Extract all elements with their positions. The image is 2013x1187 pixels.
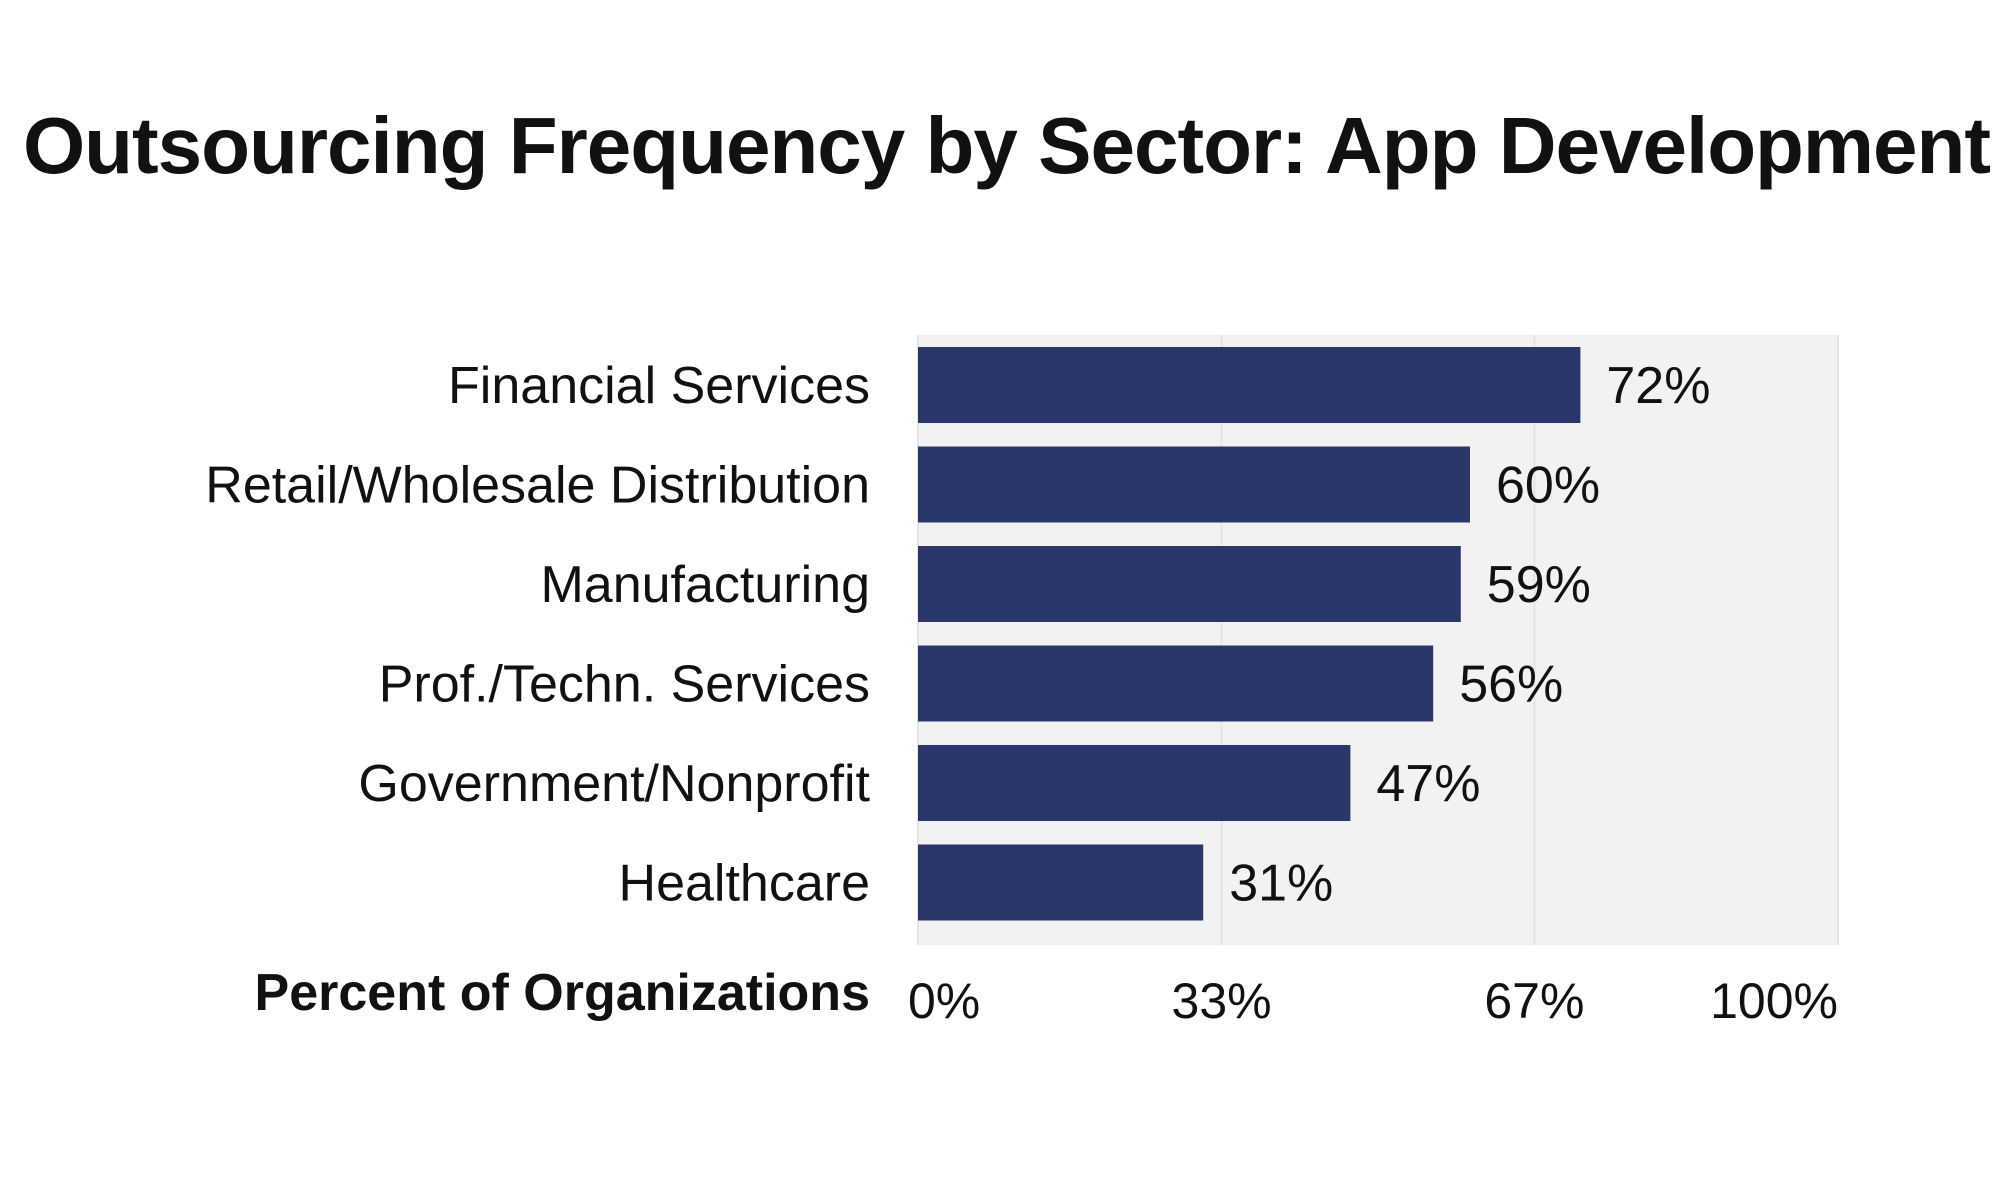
gridlines (917, 335, 1839, 945)
bar (918, 745, 1351, 821)
value-label: 47% (1376, 755, 1480, 813)
x-axis-title: Percent of Organizations (255, 964, 870, 1022)
plot-background (918, 335, 1838, 945)
x-tick-labels: 0% 33% 67% 100% (908, 973, 1838, 1029)
x-tick-label: 33% (1172, 973, 1272, 1029)
value-label: 31% (1229, 855, 1333, 913)
value-label: 72% (1606, 357, 1710, 415)
category-label: Retail/Wholesale Distribution (205, 457, 870, 515)
category-label: Prof./Techn. Services (379, 656, 870, 714)
category-label: Financial Services (448, 357, 870, 415)
bar (918, 347, 1581, 423)
category-labels: Financial Services Retail/Wholesale Distr… (205, 357, 870, 913)
category-label: Government/Nonprofit (358, 755, 870, 813)
value-label: 56% (1459, 656, 1563, 714)
x-tick-label: 0% (908, 973, 980, 1029)
bars (918, 347, 1581, 921)
value-label: 59% (1487, 556, 1591, 614)
category-label: Healthcare (619, 855, 870, 913)
bar (918, 645, 1434, 722)
category-label: Manufacturing (540, 556, 870, 614)
value-labels: 72%60% 59% 56% 47% 31% (1229, 357, 1710, 913)
bar (918, 446, 1470, 523)
bar (918, 546, 1461, 622)
x-tick-label: 67% (1484, 973, 1584, 1029)
value-label: 60% (1496, 457, 1600, 515)
x-tick-label: 100% (1710, 973, 1838, 1029)
bar (918, 844, 1204, 921)
chart-title: Outsourcing Frequency by Sector: App Dev… (22, 101, 1991, 190)
